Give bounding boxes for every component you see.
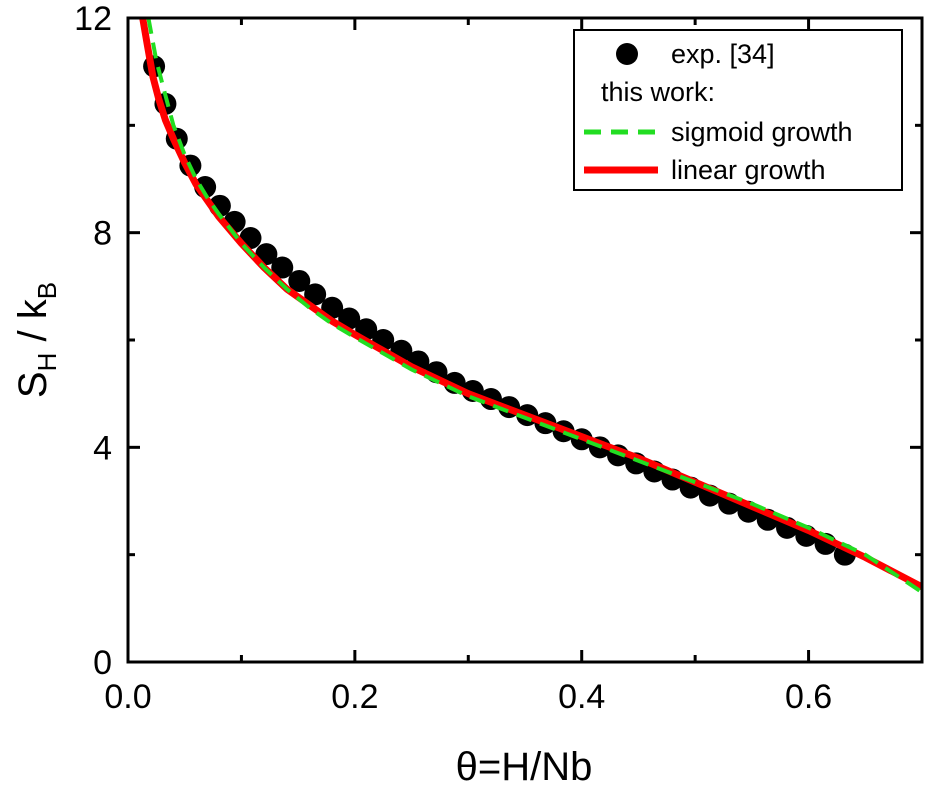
y-axis-title-sub: H xyxy=(32,353,62,372)
x-tick-label: 0.6 xyxy=(785,678,832,716)
y-axis-title: SH / kB xyxy=(11,282,62,398)
x-axis-title: θ=H/Nb xyxy=(456,745,593,786)
legend: exp. [34] this work: sigmoid growth line… xyxy=(573,29,903,191)
exp-data-point xyxy=(288,269,311,292)
x-tick-label: 0.2 xyxy=(331,678,378,716)
y-axis-title-main: S xyxy=(11,371,55,398)
x-tick-label: 0.4 xyxy=(558,678,605,716)
legend-exp-label: exp. [34] xyxy=(671,39,775,69)
tick-labels: 0.0 0.2 0.4 0.6 0 4 8 12 xyxy=(74,0,832,716)
exp-data-point xyxy=(271,256,294,279)
legend-sigmoid-label: sigmoid growth xyxy=(671,117,853,147)
y-axis-title-mid: / k xyxy=(11,298,55,352)
plot-content xyxy=(139,18,922,594)
legend-exp-marker xyxy=(616,43,638,65)
legend-linear-label: linear growth xyxy=(671,155,826,185)
y-tick-label: 12 xyxy=(74,0,112,38)
y-tick-label: 8 xyxy=(93,215,112,253)
legend-subtitle: this work: xyxy=(601,77,715,107)
exp-data-point xyxy=(304,283,327,306)
axis-ticks xyxy=(126,16,922,664)
x-tick-label: 0.0 xyxy=(104,678,151,716)
y-tick-label: 0 xyxy=(93,644,112,682)
sigmoid-growth-line xyxy=(146,18,922,594)
y-axis-title-sub2: B xyxy=(32,282,62,299)
y-tick-label: 4 xyxy=(93,429,112,467)
